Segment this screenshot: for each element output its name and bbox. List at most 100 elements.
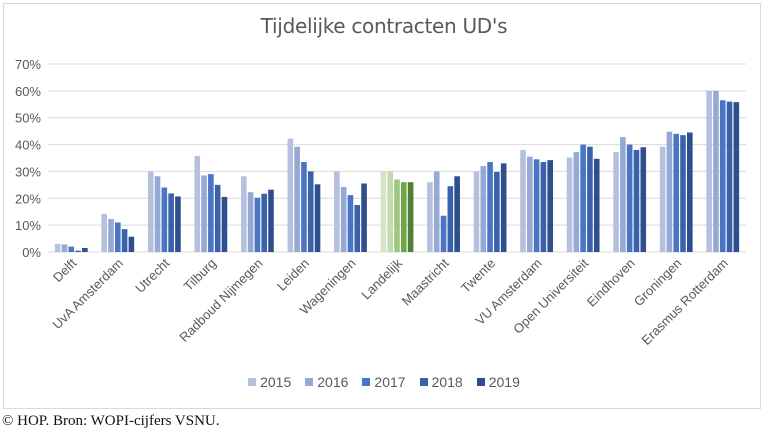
y-tick-label: 40% [15,138,41,153]
legend-item-2016: 2016 [305,374,348,390]
bar-wageningen-2016 [340,187,347,252]
x-tick-label: Eindhoven [584,256,638,310]
legend-item-2018: 2018 [419,374,463,390]
bar-utrecht-2018 [168,193,174,252]
bar-radboud-nijmegen-2019 [268,189,274,252]
bar-radboud-nijmegen-2017 [254,197,261,252]
y-tick-label: 50% [15,111,41,126]
bar-erasmus-rotterdam-2018 [726,101,733,252]
bar-landelijk-2018 [401,182,407,252]
y-tick-label: 0% [22,245,41,260]
bar-leiden-2015 [287,138,294,252]
bar-erasmus-rotterdam-2015 [706,90,712,252]
bar-twente-2016 [480,166,487,252]
x-tick-label: Twente [458,256,498,296]
bar-maastricht-2018 [447,186,454,252]
legend-item-2019: 2019 [476,374,520,390]
x-tick-label: Utrecht [132,255,173,296]
bar-open-universiteit-2018 [587,146,593,252]
bar-vu-amsterdam-2017 [533,159,540,252]
bar-maastricht-2016 [433,171,440,252]
bar-groningen-2016 [666,131,673,252]
bar-maastricht-2019 [454,176,460,252]
bar-twente-2018 [494,171,500,252]
bar-delft-2015 [54,243,61,252]
bar-eindhoven-2018 [633,149,640,252]
x-tick-label: Tilburg [181,256,219,294]
bar-delft-2019 [82,247,88,252]
bar-utrecht-2017 [161,187,168,252]
bar-leiden-2019 [314,184,321,252]
bar-twente-2019 [500,163,507,252]
bar-open-universiteit-2019 [593,158,600,252]
bar-leiden-2017 [301,162,307,252]
bar-uva-amsterdam-2019 [128,236,135,252]
chart-title: Tijdelijke contracten UD's [260,14,508,38]
bar-radboud-nijmegen-2018 [261,193,267,252]
legend-item-2017: 2017 [362,374,406,390]
x-tick-label: Erasmus Rotterdam [639,256,731,348]
y-tick-label: 60% [15,84,41,99]
x-tick-label: Leiden [274,256,312,294]
legend-label: 2015 [260,374,292,390]
bar-twente-2017 [487,162,493,252]
bar-delft-2017 [68,246,75,252]
legend-label: 2019 [488,374,520,390]
bar-uva-amsterdam-2018 [121,229,128,252]
x-tick-label: Radboud Nijmegen [176,256,265,345]
bar-erasmus-rotterdam-2019 [733,102,740,252]
bars [54,90,740,252]
legend-swatch [248,378,257,386]
bar-eindhoven-2015 [613,152,619,252]
bar-tilburg-2019 [221,196,228,252]
bar-groningen-2017 [673,133,679,252]
bar-erasmus-rotterdam-2017 [719,100,726,252]
legend: 2015 2016 2017 2018 2019 [0,374,768,390]
bar-utrecht-2019 [175,196,181,252]
x-tick-label: Landelijk [358,255,405,302]
y-tick-label: 10% [15,218,41,233]
bar-open-universiteit-2017 [580,144,586,252]
legend-swatch [305,378,314,386]
bar-wageningen-2015 [334,171,340,252]
bar-vu-amsterdam-2015 [520,149,526,252]
bar-maastricht-2017 [440,215,447,252]
bar-utrecht-2015 [147,171,154,252]
bar-twente-2015 [473,171,480,252]
bar-eindhoven-2017 [626,144,633,252]
bar-tilburg-2016 [201,175,207,252]
x-tick-label: Maastricht [399,255,452,308]
bar-tilburg-2015 [194,155,201,252]
legend-swatch [419,378,428,386]
bar-radboud-nijmegen-2015 [241,176,247,252]
bar-delft-2016 [61,244,68,252]
bar-open-universiteit-2015 [566,157,573,252]
legend-item-2015: 2015 [248,374,291,390]
legend-swatch [362,378,371,386]
bar-vu-amsterdam-2019 [547,160,553,252]
y-tick-label: 30% [15,164,41,179]
bar-tilburg-2018 [214,184,221,252]
source-caption: © HOP. Bron: WOPI-cijfers VSNU. [2,413,220,429]
y-tick-label: 20% [15,191,41,206]
bar-tilburg-2017 [208,174,214,252]
legend-label: 2017 [374,374,406,390]
x-tick-label: Delft [50,255,80,285]
bar-maastricht-2015 [427,182,433,252]
bar-radboud-nijmegen-2016 [247,192,254,252]
bar-groningen-2019 [687,132,693,252]
bar-wageningen-2019 [361,183,367,252]
y-tick-label: 70% [15,57,41,72]
bar-wageningen-2018 [354,205,361,252]
legend-label: 2016 [317,374,349,390]
bar-groningen-2015 [659,146,666,252]
bar-landelijk-2015 [380,171,387,252]
bar-groningen-2018 [680,135,686,252]
bar-erasmus-rotterdam-2016 [713,90,719,252]
bar-uva-amsterdam-2015 [101,213,107,252]
bar-leiden-2018 [307,171,314,252]
bar-landelijk-2017 [394,179,400,252]
bar-wageningen-2017 [347,195,354,252]
bar-uva-amsterdam-2016 [108,218,114,252]
